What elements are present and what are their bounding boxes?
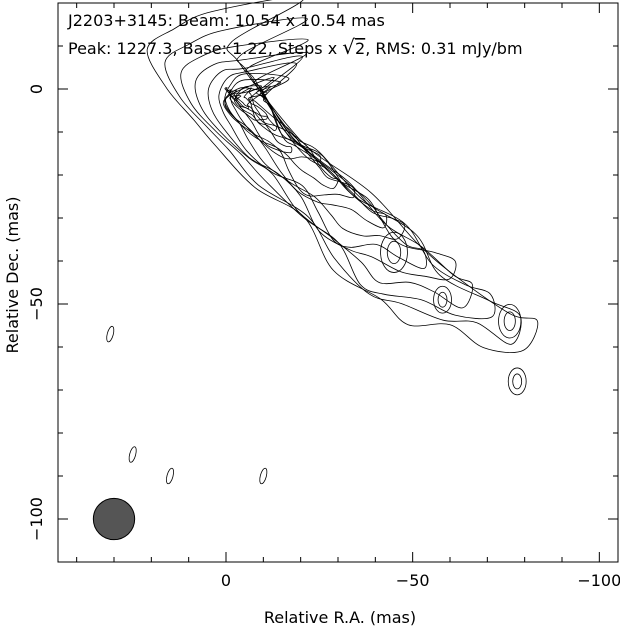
tick-labels-layer: 0 −50 −100 0 −50 −100 (27, 84, 620, 590)
header-line-1: J2203+3145: Beam: 10.54 x 10.54 mas (67, 11, 385, 30)
noise-islands-layer (106, 325, 268, 485)
x-tick-label: −50 (396, 571, 430, 590)
y-tick-label: 0 (27, 84, 46, 94)
header-line-2-suffix: , RMS: 0.31 mJy/bm (365, 39, 522, 58)
jet-knot-contour (433, 285, 452, 314)
contour-level (222, 77, 356, 199)
x-tick-label: −100 (577, 571, 620, 590)
y-tick-label: −50 (27, 287, 46, 321)
jet-knot-inner-contour (437, 291, 448, 308)
contour-level (194, 51, 474, 309)
sqrt-argument: 2 (355, 39, 365, 58)
header-line-2: Peak: 1227.3, Base: 1.22, Steps x √2, RM… (68, 35, 523, 59)
contour-level (224, 87, 232, 94)
jet-knot-contour (380, 231, 408, 273)
noise-island-contour (259, 467, 268, 485)
contour-layer (146, 0, 539, 353)
jet-knot-inner-contour (512, 373, 523, 390)
noise-island-contour (166, 467, 174, 485)
noise-island-contour (128, 446, 137, 463)
noise-island-contour (106, 325, 115, 343)
jet-knot-inner-contour (386, 240, 402, 264)
jet-knot-inner-contour (503, 311, 516, 331)
contour-level (234, 87, 278, 132)
x-tick-label: 0 (221, 571, 231, 590)
y-axis-label: Relative Dec. (mas) (3, 197, 22, 354)
jet-knot-contour (498, 304, 522, 339)
ticks-layer (58, 2, 618, 563)
beam-ellipse (92, 497, 136, 541)
jet-knot-contour (507, 367, 527, 396)
plot-frame (57, 2, 619, 563)
contour-level (146, 0, 539, 353)
contour-level (180, 38, 496, 320)
header-line-2-prefix: Peak: 1227.3, Base: 1.22, Steps x (68, 39, 342, 58)
contour-level (218, 62, 427, 269)
x-axis-label: Relative R.A. (mas) (264, 608, 416, 627)
contour-level (230, 87, 322, 163)
jet-knots-layer (380, 231, 527, 396)
contour-level (164, 17, 522, 345)
sqrt-symbol: √ (342, 35, 355, 59)
y-tick-label: −100 (27, 497, 46, 541)
